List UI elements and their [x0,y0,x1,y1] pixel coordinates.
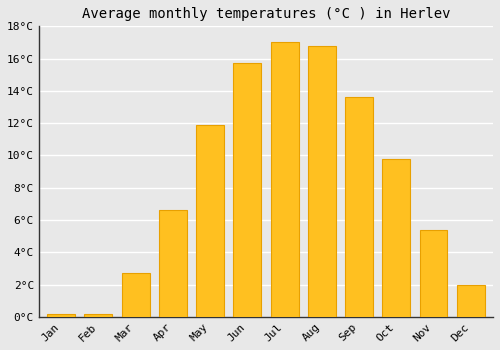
Bar [345,97,373,317]
Bar [47,314,75,317]
Bar [270,42,298,317]
Bar [84,314,112,317]
Bar [308,46,336,317]
Bar [234,63,262,317]
Bar [382,159,410,317]
Bar [159,210,187,317]
Bar [122,273,150,317]
Title: Average monthly temperatures (°C ) in Herlev: Average monthly temperatures (°C ) in He… [82,7,450,21]
Bar [457,285,484,317]
Bar [420,230,448,317]
Bar [196,125,224,317]
